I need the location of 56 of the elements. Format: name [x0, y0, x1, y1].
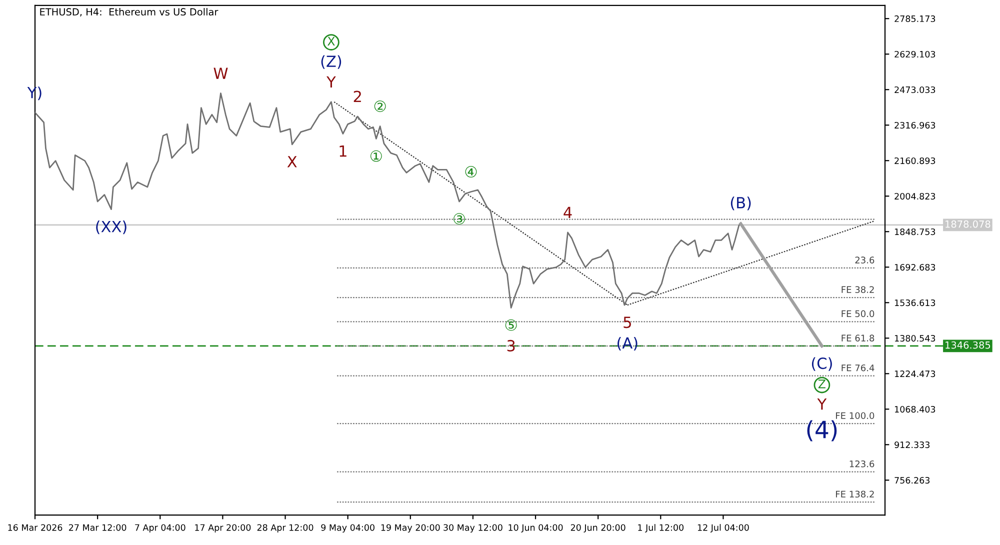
- x-tick-label: 16 Mar 2026: [8, 524, 62, 531]
- chart-title: ETHUSD, H4: Ethereum vs US Dollar: [40, 8, 218, 17]
- annotation: ⑤: [505, 319, 517, 331]
- series-label: 123.6: [850, 460, 874, 468]
- annotation: ②: [374, 100, 386, 112]
- x-tick-label: 17 Apr 20:00: [195, 524, 251, 533]
- y-tick-label: 2473.033: [894, 86, 936, 94]
- annotation: X: [328, 36, 335, 46]
- y-tick-label: 2160.893: [894, 157, 936, 164]
- annotation: 1: [340, 145, 346, 157]
- annotation: 5: [624, 316, 631, 328]
- y-tick-label: 2004.823: [894, 192, 936, 200]
- y-tick-label: 2629.103: [894, 50, 936, 58]
- y-tick-label: 1224.473: [894, 370, 936, 378]
- y-tick-label: 756.263: [894, 476, 930, 484]
- x-tick-label: 20 Jun 20:00: [570, 524, 626, 532]
- annotation: (C): [812, 357, 832, 371]
- series-label: FE 76.4: [842, 364, 874, 372]
- annotation: (B): [730, 196, 751, 210]
- y-tick-label: 1536.613: [894, 299, 936, 306]
- annotation: (Z): [321, 55, 342, 69]
- y-tick-label: 1848.753: [894, 228, 936, 236]
- x-tick-label: 19 May 20:00: [381, 524, 440, 533]
- x-tick-label: 10 Jun 04:00: [508, 524, 563, 532]
- annotation: ③: [454, 213, 465, 225]
- annotation: Y: [326, 76, 336, 88]
- series-label: FE 100.0: [836, 412, 874, 420]
- y-tick-label: 1068.403: [894, 406, 936, 413]
- annotation: (XX): [96, 220, 126, 234]
- annotation: 4: [564, 206, 572, 218]
- annotation: Y: [817, 398, 827, 410]
- y-tick-label: 2785.173: [894, 15, 936, 22]
- annotation: ①: [370, 150, 382, 162]
- y-tick-label: 912.333: [894, 441, 930, 448]
- x-tick-label: 30 May 12:00: [444, 524, 502, 533]
- series-label: FE 138.2: [836, 490, 874, 498]
- x-tick-label: 7 Apr 04:00: [135, 524, 186, 533]
- annotation: ④: [465, 166, 477, 178]
- x-tick-label: 28 Apr 12:00: [257, 524, 314, 533]
- series-label: 23.6: [855, 256, 874, 264]
- annotation: 2: [354, 90, 361, 102]
- x-tick-label: 9 May 04:00: [321, 524, 374, 533]
- annotation: (4): [807, 420, 837, 442]
- y-tick-label: 2316.963: [894, 122, 936, 129]
- x-tick-label: 27 Mar 12:00: [68, 524, 126, 531]
- x-tick-label: 1 Jul 12:00: [638, 524, 684, 532]
- annotation: W: [214, 68, 228, 79]
- x-tick-label: 12 Jul 04:00: [698, 524, 749, 532]
- annotation: X: [287, 156, 297, 168]
- y-tick-label: 1380.543: [894, 334, 936, 342]
- y-tick-label: 1692.683: [894, 264, 936, 271]
- ref-line-label: 1346.385: [946, 341, 990, 349]
- series-label: FE 61.8: [842, 334, 874, 342]
- series-label: FE 50.0: [842, 310, 874, 318]
- series-label: FE 38.2: [842, 286, 874, 294]
- annotation: Z: [818, 380, 826, 388]
